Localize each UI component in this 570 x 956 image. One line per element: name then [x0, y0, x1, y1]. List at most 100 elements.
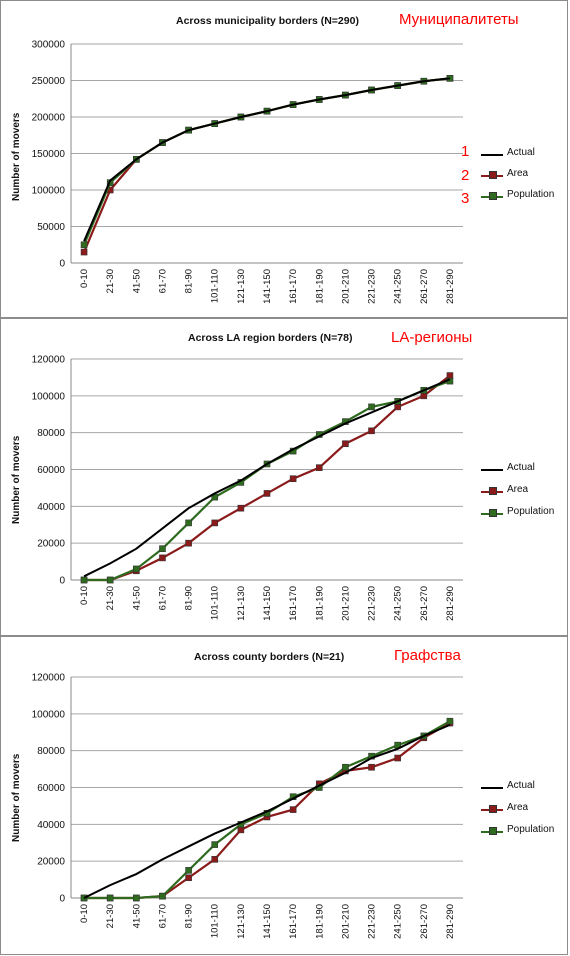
data-point-population: [133, 565, 140, 573]
chart-annotation: Графства: [394, 647, 461, 664]
x-tick-label: 61-70: [157, 904, 168, 928]
legend-label: Area: [507, 484, 529, 495]
legend-swatch: [481, 787, 503, 789]
legend-number-annotation: 3: [461, 190, 470, 207]
data-point-area: [237, 504, 245, 512]
x-tick-label: 61-70: [157, 586, 168, 610]
legend-marker: [489, 192, 497, 200]
data-point-population: [80, 576, 88, 584]
chart-annotation: LA-регионы: [391, 329, 473, 346]
x-tick-label: 61-70: [157, 269, 168, 293]
x-tick-label: 181-190: [314, 904, 325, 939]
data-point-population: [159, 545, 166, 552]
data-point-area: [289, 806, 297, 813]
legend-label: Area: [507, 802, 529, 813]
x-tick-label: 41-50: [131, 269, 142, 293]
legend-number-annotation: 1: [461, 143, 470, 160]
x-tick-label: 201-210: [340, 586, 351, 621]
x-tick-label: 141-150: [262, 586, 273, 621]
x-tick-label: 221-230: [367, 586, 378, 621]
y-tick-label: 80000: [37, 428, 65, 439]
data-point-area: [420, 392, 428, 400]
legend-label: Population: [507, 824, 555, 835]
y-tick-label: 150000: [32, 149, 66, 160]
x-tick-label: 121-130: [236, 586, 247, 621]
y-axis-label: Number of movers: [11, 112, 22, 201]
chart-title: Across county borders (N=21): [194, 651, 345, 663]
legend-swatch: [481, 154, 503, 156]
legend-label: Actual: [507, 780, 535, 791]
x-tick-label: 81-90: [184, 904, 195, 928]
chart-annotation: Муниципалитеты: [399, 11, 519, 28]
x-tick-label: 201-210: [340, 269, 351, 304]
y-tick-label: 60000: [37, 465, 65, 476]
x-tick-label: 0-10: [79, 586, 90, 605]
y-tick-label: 100000: [32, 391, 66, 402]
y-axis-label: Number of movers: [11, 753, 22, 842]
chart-svg: 0 20000 40000 60000 80000 100000 120000 0-10 21-…: [32, 673, 463, 939]
x-tick-label: 41-50: [131, 586, 142, 610]
y-axis-label: Number of movers: [11, 435, 22, 524]
legend-marker: [489, 805, 497, 813]
y-tick-label: 0: [59, 576, 65, 587]
data-point-area: [342, 440, 349, 448]
data-point-population: [80, 241, 88, 249]
y-tick-label: 40000: [37, 502, 65, 513]
x-tick-label: 281-290: [445, 269, 456, 304]
x-tick-label: 241-250: [393, 269, 404, 304]
y-tick-label: 60000: [37, 783, 65, 794]
data-point-area: [315, 464, 323, 471]
legend-label: Population: [507, 506, 555, 517]
y-tick-label: 50000: [37, 222, 65, 233]
data-point-area: [185, 539, 192, 547]
x-tick-label: 21-30: [105, 269, 116, 293]
data-point-area: [80, 248, 88, 256]
x-tick-label: 81-90: [184, 269, 195, 293]
y-tick-label: 20000: [37, 539, 65, 550]
chart-panel-county: 0 20000 40000 60000 80000 100000 120000 0-10 21-…: [0, 636, 568, 955]
data-point-area: [159, 554, 166, 562]
data-point-area: [289, 475, 297, 483]
data-point-population: [342, 763, 349, 771]
x-tick-label: 0-10: [79, 904, 90, 923]
legend-marker: [489, 487, 497, 495]
legend-swatch: [481, 469, 503, 471]
x-tick-label: 161-170: [288, 904, 299, 939]
chart-panel-municipality: 0 50000 100000 150000 200000 250000 300000 0-10…: [0, 0, 568, 318]
data-point-population: [106, 576, 114, 584]
x-tick-label: 261-270: [419, 904, 430, 939]
x-tick-label: 261-270: [419, 586, 430, 621]
y-tick-label: 300000: [32, 40, 66, 51]
y-tick-label: 250000: [32, 76, 66, 87]
x-tick-label: 21-30: [105, 904, 116, 928]
y-tick-label: 40000: [37, 820, 65, 831]
data-point-area: [394, 754, 401, 762]
x-tick-label: 81-90: [184, 586, 195, 610]
x-tick-label: 161-170: [288, 269, 299, 304]
data-point-area: [446, 372, 454, 379]
y-tick-label: 0: [59, 259, 65, 270]
x-tick-label: 141-150: [262, 269, 273, 304]
data-point-area: [211, 519, 219, 527]
data-point-population: [133, 894, 140, 902]
chart-title: Across LA region borders (N=78): [188, 332, 353, 344]
x-tick-label: 101-110: [210, 586, 221, 620]
legend-marker: [489, 171, 497, 179]
series-line-population: [84, 380, 451, 582]
x-tick-label: 281-290: [445, 586, 456, 621]
x-tick-label: 221-230: [367, 269, 378, 304]
legend-number-annotation: 2: [461, 167, 470, 184]
data-point-population: [211, 841, 219, 848]
y-tick-label: 0: [59, 894, 65, 905]
series-line-area: [83, 77, 451, 253]
x-tick-label: 21-30: [105, 586, 116, 610]
data-point-area: [368, 427, 375, 435]
chart-svg: 0 20000 40000 60000 80000 100000 120000 0-10 21-…: [32, 355, 463, 621]
legend-marker: [489, 509, 497, 517]
data-point-population: [446, 717, 454, 725]
data-point-population: [106, 894, 114, 902]
x-tick-label: 181-190: [314, 586, 325, 621]
y-tick-label: 200000: [32, 113, 66, 124]
chart-panel-la-region: 0 20000 40000 60000 80000 100000 120000 0-10 21-…: [0, 318, 568, 636]
legend-label: Actual: [507, 147, 535, 158]
